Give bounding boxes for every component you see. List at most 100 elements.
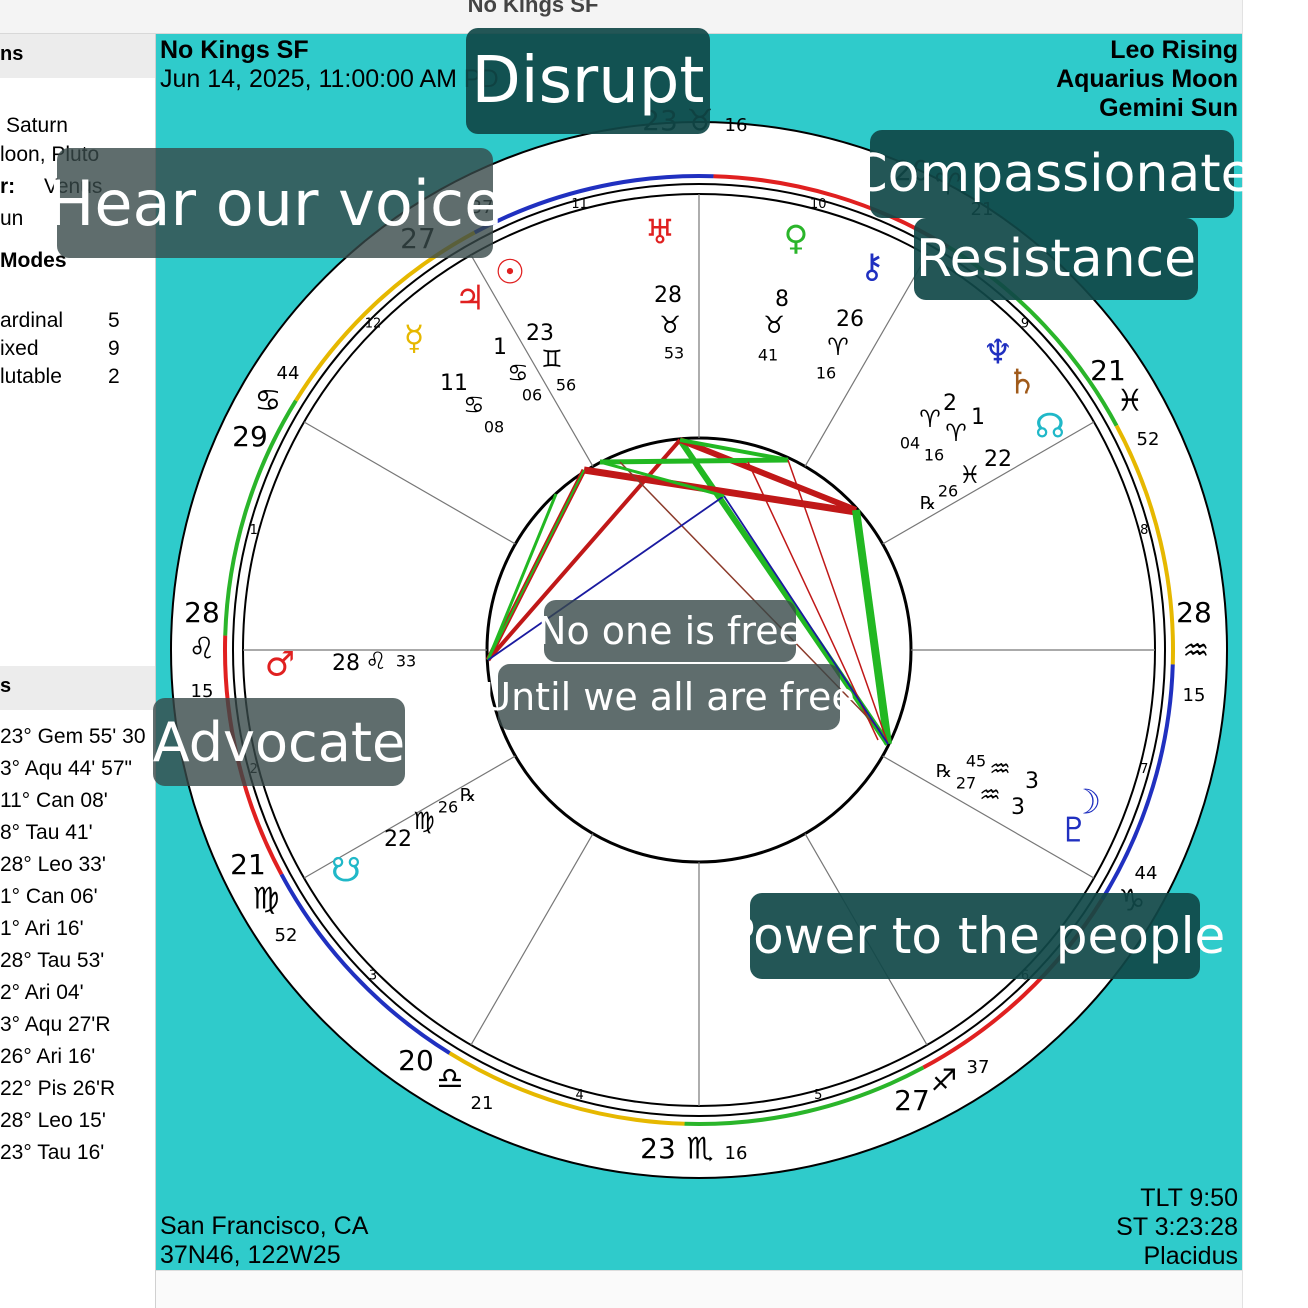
cusp-sign-glyph: ♍ <box>253 882 280 917</box>
zodiac-sign-arc <box>1100 664 1175 901</box>
sidebar-header-dominants: ns <box>0 34 155 78</box>
north-node-icon: ☊ <box>1035 407 1065 447</box>
neptune-icon: ♆ <box>983 333 1013 373</box>
planet-degree: 1 <box>971 405 985 430</box>
house-number: 8 <box>1140 523 1148 538</box>
house-number: 12 <box>365 317 382 332</box>
overlay-resistance: Resistance <box>914 218 1198 300</box>
planet-sign-glyph: ♈ <box>945 419 967 447</box>
planet-minute: 41 <box>758 346 778 365</box>
house-cusp-line <box>470 254 594 467</box>
south-node-icon: ☋ <box>331 851 361 891</box>
planet-degree: 23 <box>526 321 554 346</box>
planet-degree: 28 <box>332 651 360 676</box>
zodiac-sign-arc <box>223 399 298 636</box>
cusp-minute: 52 <box>1137 429 1160 450</box>
cusp-sign-glyph: ♐ <box>931 1064 958 1099</box>
planet-degree: 22 <box>984 447 1012 472</box>
house-number: 11 <box>571 197 588 212</box>
planet-minute: 33 <box>396 652 416 671</box>
planet-degree: 1 <box>493 335 507 360</box>
mercury-icon: ☿ <box>404 319 425 359</box>
mode-name: ixed <box>0 337 39 360</box>
cusp-degree: 21 <box>230 848 266 881</box>
position-row: 3° Aqu 27'R <box>0 1013 111 1036</box>
planet-sign-glyph: ♊ <box>541 345 563 373</box>
house-cusp-line <box>882 421 1095 545</box>
window-right-edge <box>1242 0 1308 1308</box>
uranus-icon: ♅ <box>645 213 675 253</box>
planet-minute: 16 <box>816 364 836 383</box>
planet-sign-glyph: ♓ <box>959 461 981 489</box>
cusp-sign-glyph: ♒ <box>1183 634 1210 669</box>
cusp-minute: 15 <box>191 681 214 702</box>
sidebar-line: Saturn <box>6 114 68 137</box>
location-label: San Francisco, CA <box>160 1212 369 1240</box>
cusp-minute: 44 <box>1135 863 1158 884</box>
retrograde-icon: ℞ <box>920 493 936 514</box>
position-row: 28° Tau 53' <box>0 949 105 972</box>
cusp-degree: 21 <box>1090 354 1126 387</box>
house-number: 3 <box>369 968 377 983</box>
position-row: 3° Aqu 44' 57" <box>0 757 132 780</box>
planet-sign-glyph: ♌ <box>365 647 387 675</box>
chart-info-bottomright: TLT 9:50 ST 3:23:28 Placidus <box>1116 1184 1238 1271</box>
planet-sign-glyph: ♋ <box>507 359 529 387</box>
venus-icon: ♀ <box>784 219 809 259</box>
zodiac-sign-arc <box>448 1051 685 1126</box>
cusp-degree: 27 <box>894 1084 930 1117</box>
house-number: 7 <box>1140 762 1148 777</box>
overlay-power-to-the-people: Power to the people <box>725 893 1225 979</box>
cusp-degree: 28 <box>184 596 220 629</box>
aspect-line <box>787 459 889 745</box>
house-ring-outer <box>232 183 1166 1117</box>
overlay-disrupt: Disrupt <box>466 28 710 134</box>
house-system-label: Placidus <box>1143 1242 1239 1270</box>
zodiac-sign-arc <box>473 174 714 235</box>
aspect-line <box>487 495 725 661</box>
overlay-hear-our-voice: Hear our voice <box>48 148 502 258</box>
overlay-advocate: Advocate <box>153 698 405 786</box>
planet-minute: 08 <box>484 418 504 437</box>
bottom-bar <box>156 1270 1242 1308</box>
house-number: 1 <box>250 523 258 538</box>
house-number: 4 <box>576 1088 584 1103</box>
planet-degree: 26 <box>836 307 864 332</box>
house-number: 5 <box>814 1088 822 1103</box>
cusp-minute: 15 <box>1183 685 1206 706</box>
sun-label: Gemini Sun <box>1099 94 1238 122</box>
mars-icon: ♂ <box>265 645 295 685</box>
sidereal-time-label: ST 3:23:28 <box>1116 1213 1238 1241</box>
position-row: 28° Leo 33' <box>0 853 106 876</box>
cusp-minute: 52 <box>275 925 298 946</box>
zodiac-sign-arc <box>684 1065 925 1126</box>
chart-datetime: Jun 14, 2025, 11:00:00 AM PD <box>160 65 499 93</box>
planet-sign-glyph: ♍ <box>413 807 435 835</box>
cusp-sign-glyph: ♌ <box>189 632 216 667</box>
house-number: 9 <box>1021 317 1029 332</box>
chart-info-bottomleft: San Francisco, CA 37N46, 122W25 <box>160 1212 368 1270</box>
planet-degree: 3 <box>1025 769 1039 794</box>
planet-minute: 06 <box>522 386 542 405</box>
position-row: 23° Gem 55' 30 <box>0 725 146 748</box>
cusp-sign-glyph: ♓ <box>1117 384 1144 419</box>
chart-info-topright: Leo Rising Aquarius Moon Gemini Sun <box>1056 36 1238 123</box>
aspect-line <box>747 461 879 741</box>
planet-sign-glyph: ♒ <box>989 755 1011 783</box>
chart-name: No Kings SF <box>160 36 309 64</box>
retrograde-icon: ℞ <box>936 761 952 782</box>
cusp-sign-glyph: ♏ <box>687 1132 714 1167</box>
planet-sign-glyph: ♉ <box>763 311 785 339</box>
cusp-minute: 16 <box>725 1143 748 1164</box>
cusp-sign-glyph: ♋ <box>255 384 282 419</box>
mode-count: 5 <box>108 309 120 332</box>
zodiac-sign-arc <box>279 873 451 1055</box>
chiron-icon: ⚷ <box>860 247 885 287</box>
chart-info-topleft: No Kings SF Jun 14, 2025, 11:00:00 AM PD <box>160 36 499 94</box>
cusp-degree: 28 <box>1176 596 1212 629</box>
planet-minute: 04 <box>900 434 920 453</box>
jupiter-icon: ♃ <box>455 279 485 319</box>
zodiac-sign-arc <box>1114 424 1175 665</box>
pluto-icon: ♇ <box>1059 811 1089 851</box>
sidebar-line: r: <box>0 175 16 198</box>
